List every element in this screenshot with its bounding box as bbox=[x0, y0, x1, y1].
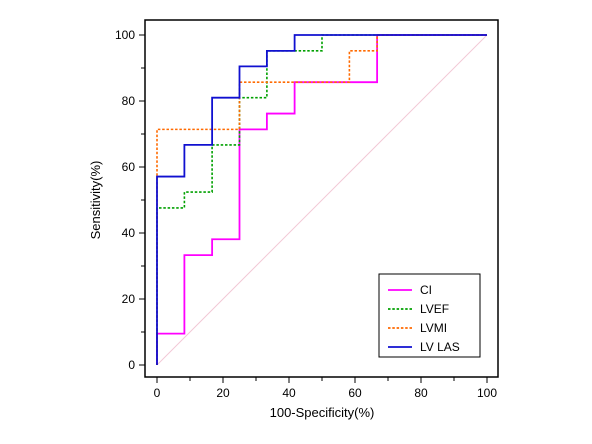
roc-curve-lvmi bbox=[156, 34, 487, 365]
y-axis: 0 20 40 60 80 100 bbox=[115, 28, 145, 372]
legend-label: LVEF bbox=[420, 302, 449, 316]
x-axis: 0 20 40 60 80 100 bbox=[154, 377, 497, 400]
x-tick-label: 40 bbox=[282, 386, 296, 400]
legend-label: CI bbox=[420, 283, 432, 297]
reference-diagonal-line bbox=[156, 34, 488, 366]
x-tick-label: 80 bbox=[414, 386, 428, 400]
x-tick-label: 100 bbox=[477, 386, 497, 400]
y-tick-label: 80 bbox=[122, 94, 136, 108]
y-axis-title: Sensitivity(%) bbox=[88, 161, 103, 240]
legend-box bbox=[378, 273, 481, 358]
legend-label: LVMI bbox=[420, 321, 447, 335]
legend-label: LV LAS bbox=[420, 340, 460, 354]
legend: CI LVEF LVMI LV LAS bbox=[378, 273, 481, 358]
x-tick-label: 0 bbox=[154, 386, 161, 400]
y-tick-label: 100 bbox=[115, 28, 135, 42]
roc-curve-lv-las bbox=[156, 34, 487, 365]
y-tick-label: 0 bbox=[128, 358, 135, 372]
y-tick-label: 60 bbox=[122, 160, 136, 174]
roc-curve-lvef bbox=[156, 34, 487, 365]
x-tick-label: 60 bbox=[348, 386, 362, 400]
roc-curves bbox=[156, 34, 487, 365]
y-tick-label: 20 bbox=[122, 292, 136, 306]
x-axis-title: 100-Specificity(%) bbox=[270, 405, 375, 420]
y-tick-label: 40 bbox=[122, 226, 136, 240]
x-tick-label: 20 bbox=[216, 386, 230, 400]
